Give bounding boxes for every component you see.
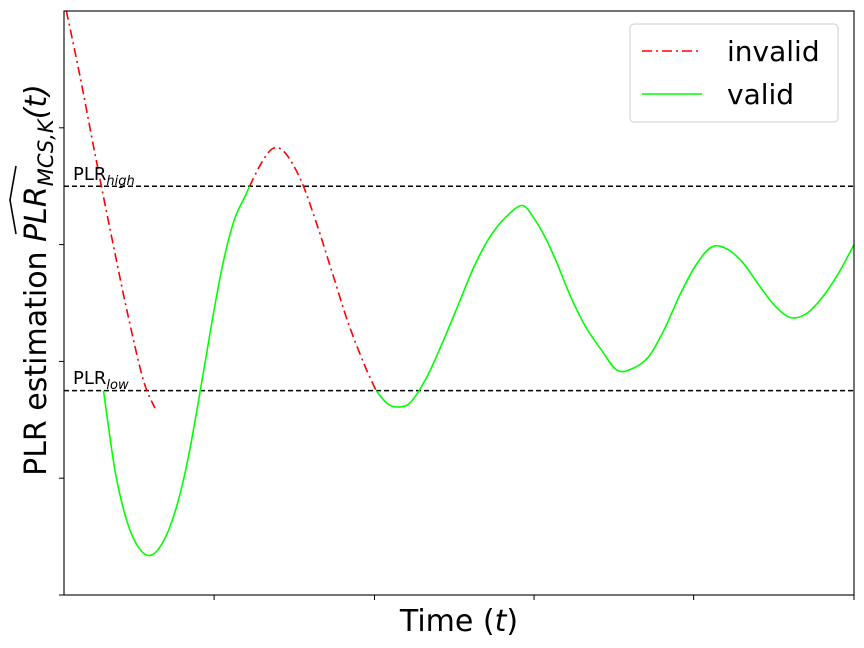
plot-frame <box>63 10 855 596</box>
y-axis-label-main: PLR <box>19 186 54 242</box>
x-axis-label-main: Time ( <box>399 604 495 639</box>
x-axis-label-close: ) <box>506 604 518 639</box>
legend: invalid valid <box>629 23 839 123</box>
svg-text:PLRlow: PLRlow <box>73 368 129 393</box>
y-axis-label: PLR estimation PLRMCS,K(t) <box>9 84 58 476</box>
y-axis-label-prefix: PLR estimation <box>19 242 54 476</box>
plot-area <box>64 10 855 557</box>
series-valid-segment-1 <box>102 185 251 557</box>
svg-text:PLRhigh: PLRhigh <box>73 164 135 189</box>
svg-text:PLR estimation PLRMCS,K(t): PLR estimation PLRMCS,K(t) <box>19 84 58 476</box>
threshold-label-high: PLRhigh <box>73 164 135 189</box>
axis-ticks <box>59 127 855 600</box>
x-axis-label: Time (t) <box>399 604 518 639</box>
y-axis-label-sub: MCS,K <box>34 117 58 186</box>
series-invalid-segment-2 <box>248 146 377 391</box>
y-axis-label-tail: (t) <box>19 84 54 119</box>
threshold-label-low: PLRlow <box>73 368 129 393</box>
legend-valid-label: valid <box>727 78 794 111</box>
series-valid-segment-2 <box>375 204 855 408</box>
legend-invalid-label: invalid <box>727 35 820 68</box>
y-axis-label-hat <box>9 165 17 235</box>
threshold-low-sub: low <box>106 378 129 393</box>
x-axis-label-var: t <box>495 604 508 639</box>
series-invalid-segment-1 <box>65 10 156 409</box>
threshold-high-main: PLR <box>73 164 106 185</box>
threshold-high-sub: high <box>106 174 134 189</box>
legend-box <box>629 23 839 123</box>
threshold-low-main: PLR <box>73 368 106 389</box>
